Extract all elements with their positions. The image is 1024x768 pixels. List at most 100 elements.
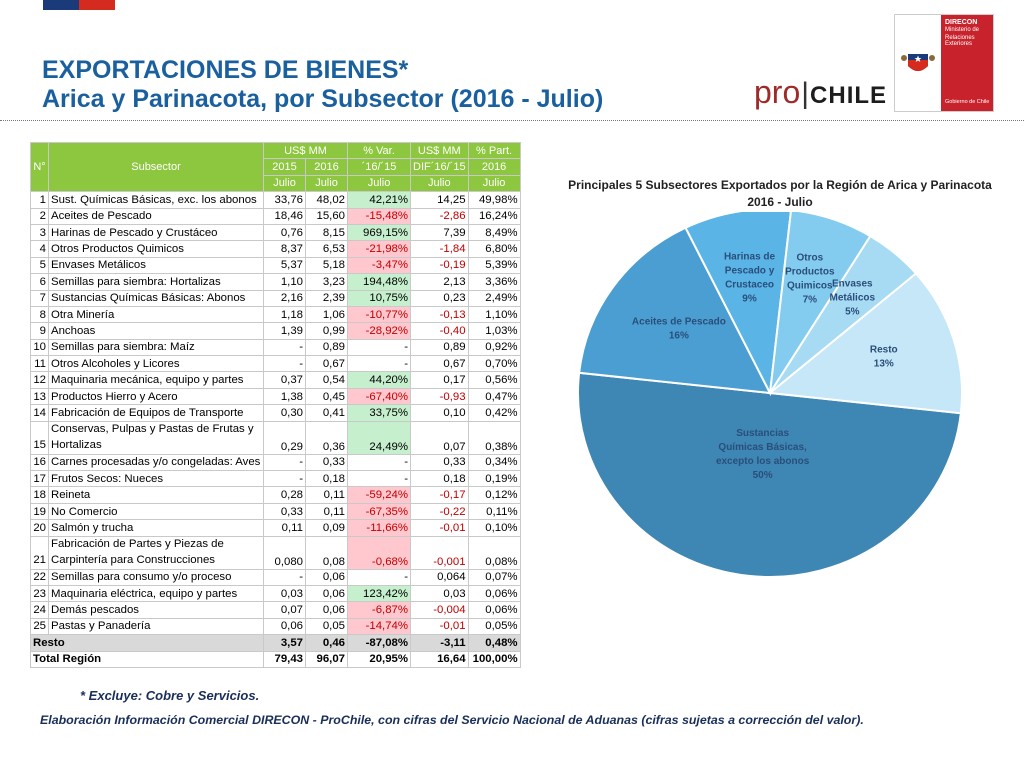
table-row: 6 Semillas para siembra: Hortalizas 1,10 3,… [30, 273, 521, 291]
chart-subtitle-line: 2016 - Julio [747, 195, 813, 209]
row-number: 20 [30, 519, 49, 537]
row-y2016: 0,99 [305, 322, 348, 340]
th-usd: US$ MM [263, 141, 348, 160]
flag-red [79, 0, 115, 10]
table-row: 18 Reineta 0,28 0,11 -59,24% -0,17 0,12% [30, 486, 521, 504]
row-var: -28,92% [347, 322, 411, 340]
row-dif: 7,39 [410, 223, 469, 242]
header-divider [0, 120, 1024, 121]
row-y2015: 8,37 [263, 240, 306, 258]
prochile-logo: pro|CHILE [754, 74, 887, 111]
row-dif: 0,18 [410, 470, 469, 488]
table-row: 10 Semillas para siembra: Maíz -0,89-0,89 0… [30, 338, 521, 357]
row-var: 194,48% [347, 273, 411, 291]
row-part: 2,49% [467, 289, 521, 307]
table-row: 9 Anchoas 1,39 0,99 -28,92% -0,40 1,03% [30, 322, 521, 340]
row-y2015: 1,10 [263, 273, 306, 291]
row-number: 25 [30, 617, 49, 636]
row-subsector: Envases Metálicos [48, 256, 264, 275]
row-part: 1,10% [467, 305, 521, 324]
total-var: 20,95% [347, 650, 411, 668]
row-subsector: Maquinaria mecánica, equipo y partes [48, 371, 264, 389]
resto-dif: -3,11 [410, 634, 469, 652]
th-n: N° [30, 141, 49, 193]
prochile-pro: pro [754, 74, 801, 110]
table-row: 23 Maquinaria eléctrica, equipo y partes 0… [30, 584, 521, 603]
row-y2015: - [263, 453, 306, 472]
row-var: - [347, 568, 411, 586]
row-y2015: 0,07 [263, 601, 306, 619]
total-dif: 16,64 [410, 650, 469, 668]
row-number: 1 [30, 191, 49, 209]
direcon-panel: DIRECON Ministerio de Relaciones Exterio… [941, 15, 993, 111]
th-cpart: 2016 [467, 158, 521, 176]
row-y2015: 0,37 [263, 371, 306, 389]
table-row: 25 Pastas y Panadería 0,06 0,05 -14,74% -0,01… [30, 617, 521, 636]
row-subsector-line1: Conservas, Pulpas y Pastas de Frutas y [51, 423, 254, 436]
table-row: 12 Maquinaria mecánica, equipo y partes 0,… [30, 371, 521, 389]
row-var: -0,68% [347, 535, 411, 570]
direcon-gob: Gobierno de Chile [945, 99, 990, 105]
table-row: 3 Harinas de Pescado y Crustáceo 0,76 8,15 9… [30, 223, 521, 242]
row-y2015: 0,06 [263, 617, 306, 636]
row-y2016: 0,08 [305, 535, 348, 570]
row-y2015: - [263, 568, 306, 586]
resto-y2016: 0,46 [305, 634, 348, 652]
row-y2016: 0,18 [305, 470, 348, 488]
row-part: 5,39% [467, 256, 521, 275]
pie-slice-percent: 5% [845, 307, 860, 318]
row-dif: 0,17 [410, 371, 469, 389]
th-cdif: DIF´16/´15 [410, 158, 469, 176]
row-part: 3,36% [467, 273, 521, 291]
pie-slice [684, 212, 792, 397]
row-y2015: 18,46 [263, 207, 306, 225]
resto-var: -87,08% [347, 634, 411, 652]
row-y2016: 0,11 [305, 486, 348, 504]
row-subsector: Semillas para consumo y/o proceso [48, 568, 264, 586]
row-subsector: Otros Alcoholes y Licores [48, 355, 264, 373]
pie-slice [767, 272, 963, 415]
pie-slice-percent: 7% [803, 295, 818, 306]
row-dif: 0,23 [410, 289, 469, 307]
row-dif: 2,13 [410, 273, 469, 291]
total-y2015: 79,43 [263, 650, 306, 668]
row-dif: 14,25 [410, 191, 469, 209]
direcon-sub1: Ministerio de [945, 27, 980, 33]
row-y2015: 2,16 [263, 289, 306, 307]
table-row: 22 Semillas para consumo y/o proceso -0,06… [30, 568, 521, 586]
flag-blue [43, 0, 79, 10]
row-part: 0,06% [467, 584, 521, 603]
th-julio: Julio [347, 174, 411, 193]
row-var: 24,49% [347, 420, 411, 455]
row-number: 24 [30, 601, 49, 619]
row-number: 22 [30, 568, 49, 586]
row-var: -3,47% [347, 256, 411, 275]
row-part: 0,12% [467, 486, 521, 504]
row-part: 0,56% [467, 371, 521, 389]
row-part: 0,11% [467, 502, 521, 521]
pie-slice-label: Metálicos [830, 293, 876, 304]
row-number: 17 [30, 470, 49, 488]
row-y2015: 0,03 [263, 584, 306, 603]
row-subsector: Sustancias Químicas Básicas: Abonos [48, 289, 264, 307]
pie-slice-label: Quimicos [787, 281, 833, 292]
row-dif: -0,13 [410, 305, 469, 324]
row-y2015: 1,39 [263, 322, 306, 340]
row-dif: 0,064 [410, 568, 469, 586]
resto-y2015: 3,57 [263, 634, 306, 652]
row-number: 10 [30, 338, 49, 357]
row-number: 4 [30, 240, 49, 258]
direcon-logo: DIRECON Ministerio de Relaciones Exterio… [894, 14, 994, 112]
row-number: 6 [30, 273, 49, 291]
row-dif: -1,84 [410, 240, 469, 258]
pie-slice-label: Aceites de Pescado [632, 317, 726, 328]
th-part: % Part. [467, 141, 521, 160]
page-title: EXPORTACIONES DE BIENES* [42, 56, 409, 84]
row-subsector: No Comercio [48, 502, 264, 521]
page-subtitle: Arica y Parinacota, por Subsector (2016 … [42, 85, 604, 113]
pie-slice [578, 226, 772, 395]
row-var: -15,48% [347, 207, 411, 225]
pie-slice-label: Otros [796, 253, 823, 264]
row-number: 8 [30, 305, 49, 324]
row-dif: -0,01 [410, 617, 469, 636]
